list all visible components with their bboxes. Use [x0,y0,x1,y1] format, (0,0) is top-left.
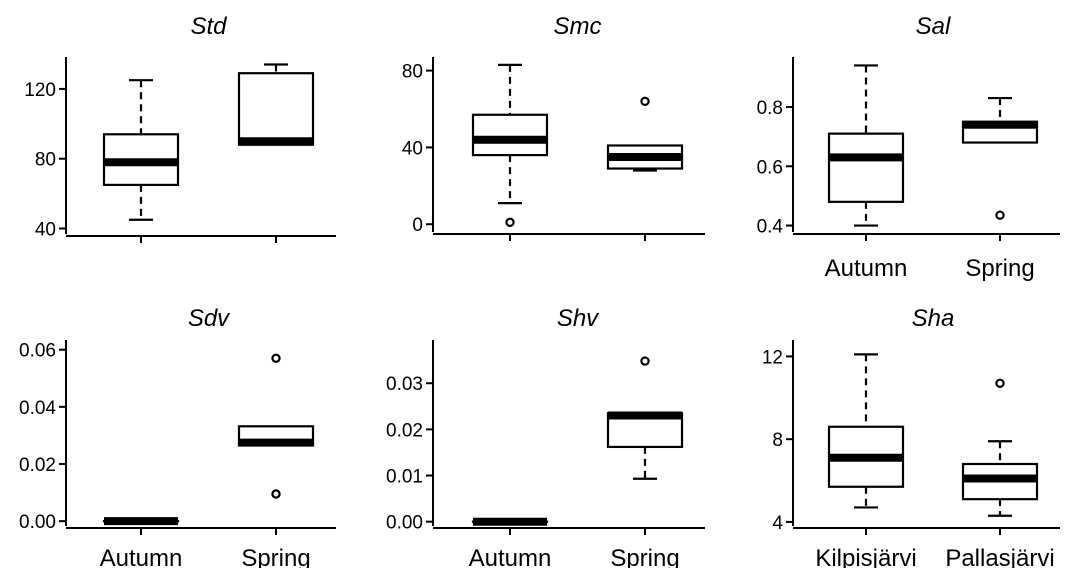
iqr-box [471,113,549,157]
y-tick-label: 0.02 [386,420,423,441]
y-tick-label: 4 [772,513,783,534]
y-tick-label: 0.4 [757,217,784,238]
y-tick-label: 0.06 [19,341,56,362]
box-autumn [827,64,905,227]
panel-title: Sal [916,13,951,40]
y-tick-label: 40 [402,138,423,159]
y-tick-label: 80 [402,62,423,83]
category-label: Kilpisjärvi [815,545,916,568]
y-tick-label: 80 [35,150,56,171]
category-label: Pallasjärvi [945,545,1054,568]
panel-std: Std 40 80 120 [24,13,336,243]
outlier-point [995,378,1005,389]
y-tick-label: 0.02 [19,455,56,476]
y-tick-label: 8 [772,430,783,451]
outlier-point [271,353,281,363]
box-spring [237,353,315,499]
y-tick-label: 0.01 [386,467,423,488]
outlier-point [995,210,1005,220]
y-tick-label: 0.00 [19,512,56,533]
box-autumn [102,79,180,221]
category-label: Autumn [100,545,183,568]
panel-title: Smc [554,13,602,40]
outlier-point [271,489,281,499]
panel-sha: Sha 4 8 12 Kilpisjärvi Pallasjärvi [762,305,1060,568]
box-spring [961,96,1039,220]
panel-title: Sha [912,305,955,332]
category-label: Spring [965,255,1034,282]
y-tick-label: 0.04 [19,398,56,419]
panel-title: Sdv [188,305,231,332]
outlier-point [640,356,650,366]
y-tick-label: 0.8 [757,98,783,119]
category-label: Autumn [469,545,552,568]
y-tick-label: 12 [762,347,783,368]
panel-shv: Shv 0.00 0.01 0.02 0.03 Autumn Spring [386,305,705,568]
iqr-box [237,72,315,146]
category-label: Spring [241,545,310,568]
panel-sdv: Sdv 0.00 0.02 0.04 0.06 Autumn Spring [19,305,336,568]
panel-sal: Sal 0.4 0.6 0.8 Autumn Spring [757,13,1060,282]
outlier-point [640,96,650,107]
box-spring [237,63,315,146]
y-tick-label: 0.00 [386,513,423,534]
category-label: Spring [610,545,679,568]
category-label: Autumn [825,255,908,282]
outlier-point [505,217,515,228]
y-tick-label: 120 [24,80,56,101]
y-tick-label: 0.03 [386,374,423,395]
panel-smc: Smc 0 40 80 [402,13,705,241]
panel-title: Std [190,13,227,40]
box-spring [606,356,684,480]
box-pallasjärvi [961,378,1039,517]
box-autumn [471,63,549,228]
panel-title: Shv [557,305,600,332]
y-tick-label: 40 [35,220,56,241]
y-tick-label: 0.6 [757,157,783,178]
box-spring [606,96,684,172]
y-tick-label: 0 [412,215,423,236]
box-kilpisjärvi [827,353,905,509]
iqr-box [827,132,905,203]
